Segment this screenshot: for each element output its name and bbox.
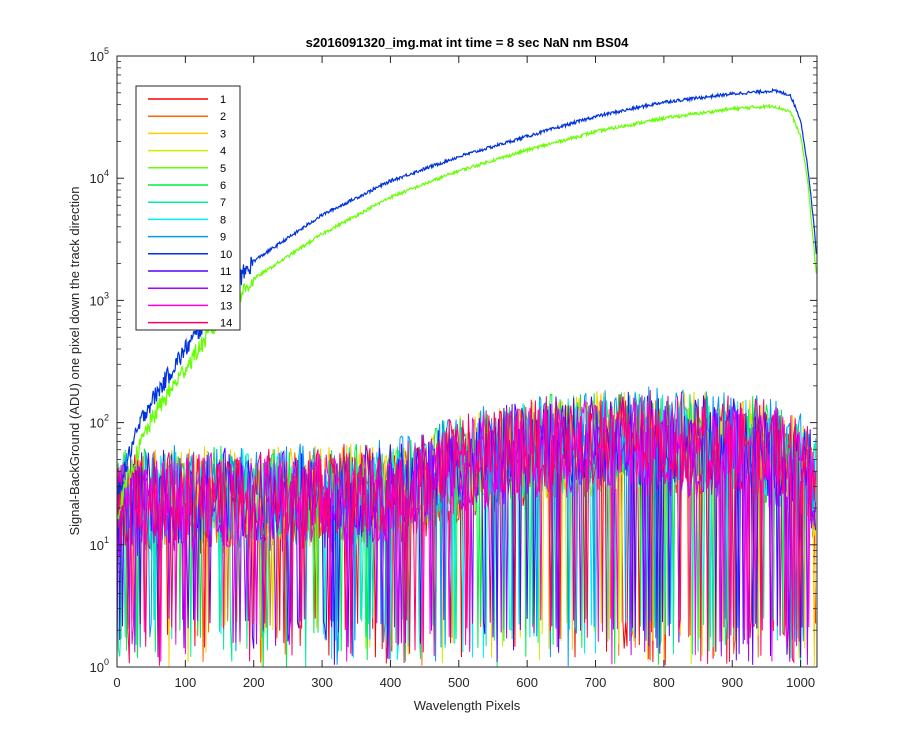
legend-label-12: 12 xyxy=(220,283,232,295)
legend-label-9: 9 xyxy=(220,232,226,244)
chart-title: s2016091320_img.mat int time = 8 sec NaN… xyxy=(306,35,629,50)
legend-box xyxy=(135,85,241,331)
x-tick-label: 200 xyxy=(243,675,265,690)
x-tick-label: 0 xyxy=(113,675,120,690)
legend-label-7: 7 xyxy=(220,197,226,209)
x-tick-label: 400 xyxy=(380,675,402,690)
y-tick-exponent: 2 xyxy=(104,413,109,423)
legend-label-2: 2 xyxy=(220,111,226,123)
x-tick-label: 900 xyxy=(721,675,743,690)
y-tick-exponent: 0 xyxy=(104,657,109,667)
ticks-layer: 0 100 200 300 400 500 600 700 800 900 100010010110… xyxy=(90,46,817,690)
legend-label-3: 3 xyxy=(220,128,226,140)
y-tick-exponent: 5 xyxy=(104,46,109,56)
x-tick-label: 600 xyxy=(516,675,538,690)
x-tick-label: 1000 xyxy=(786,675,815,690)
y-tick-exponent: 4 xyxy=(104,168,109,178)
x-tick-label: 300 xyxy=(311,675,333,690)
legend-label-10: 10 xyxy=(220,249,232,261)
legend-label-4: 4 xyxy=(220,146,226,158)
y-tick-exponent: 1 xyxy=(104,535,109,545)
legend-label-1: 1 xyxy=(220,94,226,106)
x-tick-label: 800 xyxy=(653,675,675,690)
x-tick-label: 700 xyxy=(585,675,607,690)
legend-label-5: 5 xyxy=(220,163,226,175)
series-line-14 xyxy=(116,389,817,666)
legend-label-13: 13 xyxy=(220,300,232,312)
axes-box xyxy=(116,55,818,668)
x-tick-label: 100 xyxy=(175,675,197,690)
legend-label-6: 6 xyxy=(220,180,226,192)
x-axis-label: Wavelength Pixels xyxy=(414,698,521,713)
y-tick-exponent: 3 xyxy=(104,290,109,300)
legend-label-8: 8 xyxy=(220,214,226,226)
y-axis-label: Signal-BackGround (ADU) one pixel down t… xyxy=(67,186,82,535)
x-tick-label: 500 xyxy=(448,675,470,690)
legend-label-14: 14 xyxy=(220,318,232,330)
legend-label-11: 11 xyxy=(220,266,231,278)
